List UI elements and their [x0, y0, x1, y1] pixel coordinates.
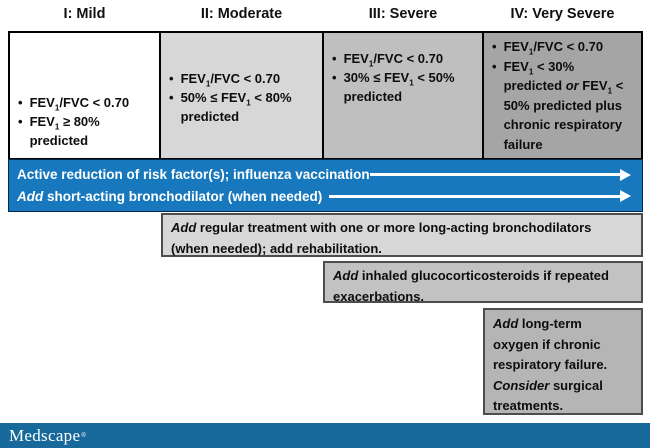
treatment-lead-word: Add [171, 220, 197, 235]
criteria-text: 30% ≤ FEV1 < 50% predicted [343, 70, 455, 104]
criteria-text: FEV1/FVC < 0.70 [29, 95, 130, 113]
registered-trademark-icon: ® [81, 432, 86, 439]
arrow-right-icon [369, 173, 622, 177]
stage-header-mild: I: Mild [63, 6, 106, 22]
criteria-text: FEV1 < 30% predicted or FEV1 < 50% predi… [503, 58, 624, 152]
treatment-lead-word: Consider [493, 377, 550, 393]
treatment-box-long-acting-bronchodilators: Add regular treatment with one or more l… [161, 213, 643, 257]
criteria-text: FEV1/FVC < 0.70 [343, 51, 444, 69]
treatment-lead-word: Add [493, 316, 519, 331]
medscape-logo: Medscape [9, 425, 81, 445]
criteria-text: FEV1/FVC < 0.70 [180, 71, 281, 89]
criteria-box-moderate: FEV1/FVC < 0.70 50% ≤ FEV1 < 80% predict… [159, 31, 324, 160]
treatment-box-oxygen-surgery: Add long-term oxygen if chronic respirat… [483, 308, 643, 415]
arrow-right-icon [329, 194, 622, 198]
treatment-lead-word: Add [333, 268, 359, 283]
criteria-text: 50% ≤ FEV1 < 80% predicted [180, 90, 292, 124]
stage-header-moderate: II: Moderate [200, 6, 283, 22]
treatment-text: surgical treatments. [493, 377, 603, 414]
criteria-item: 30% ≤ FEV1 < 50% predicted [330, 68, 476, 106]
banner-text: Active reduction of risk factor(s); infl… [17, 167, 370, 183]
stage-header-very-severe: IV: Very Severe [510, 6, 615, 22]
treatment-box-glucocorticosteroids: Add inhaled glucocorticosteroids if repe… [323, 261, 643, 304]
footer-bar: Medscape ® [0, 423, 650, 448]
criteria-box-severe: FEV1/FVC < 0.70 30% ≤ FEV1 < 50% predict… [322, 31, 484, 160]
criteria-item: FEV1 ≥ 80% predicted [16, 112, 153, 150]
criteria-text: FEV1 ≥ 80% predicted [29, 114, 100, 148]
criteria-box-mild: FEV1/FVC < 0.70 FEV1 ≥ 80% predicted [8, 31, 161, 160]
criteria-item: FEV1/FVC < 0.70 [167, 69, 316, 88]
criteria-item: FEV1 < 30% predicted or FEV1 < 50% predi… [490, 57, 633, 155]
stage-header-severe: III: Severe [368, 6, 438, 22]
criteria-item: FEV1/FVC < 0.70 [16, 93, 153, 112]
criteria-item: 50% ≤ FEV1 < 80% predicted [167, 88, 316, 126]
criteria-item: FEV1/FVC < 0.70 [330, 49, 476, 68]
criteria-item: FEV1/FVC < 0.70 [490, 37, 633, 57]
banner-line-risk-factors: Active reduction of risk factor(s); infl… [17, 167, 632, 182]
banner-text: Add short-acting bronchodilator (when ne… [17, 188, 323, 204]
banner-line-bronchodilator: Add short-acting bronchodilator (when ne… [17, 189, 632, 204]
treatment-text: inhaled glucocorticosteroids if repeated… [333, 268, 609, 304]
all-stages-treatment-banner: Active reduction of risk factor(s); infl… [8, 159, 643, 212]
treatment-text: regular treatment with one or more long-… [171, 220, 592, 256]
criteria-box-very-severe: FEV1/FVC < 0.70 FEV1 < 30% predicted or … [482, 31, 643, 160]
treatment-text: long-term oxygen if chronic respiratory … [493, 316, 608, 372]
criteria-text: FEV1/FVC < 0.70 [503, 39, 604, 57]
